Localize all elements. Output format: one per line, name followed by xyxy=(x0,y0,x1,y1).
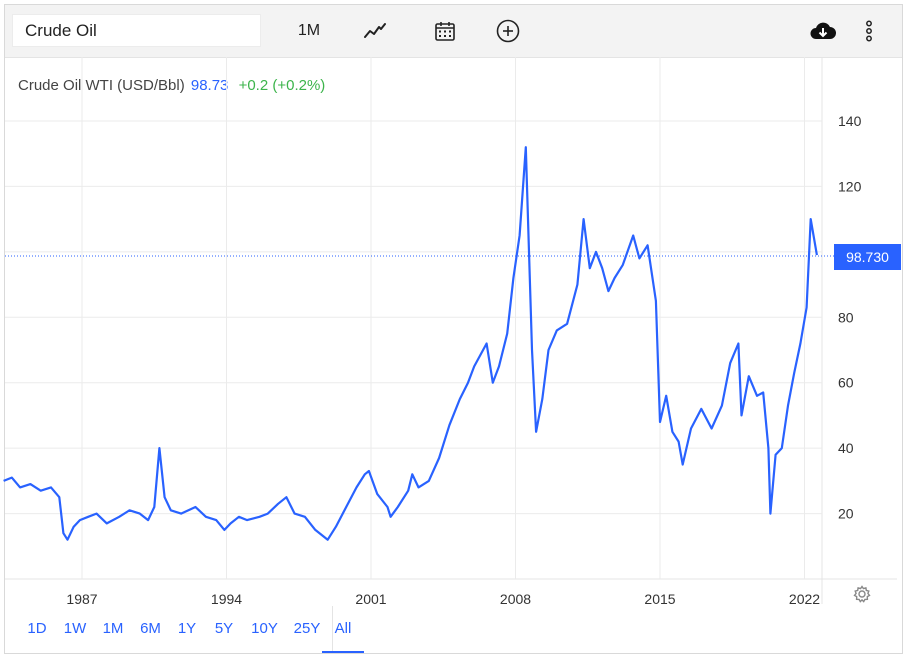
cloud-download-icon[interactable] xyxy=(807,15,839,47)
x-tick-label: 2001 xyxy=(355,591,386,607)
chart-header: Crude Oil WTI (USD/Bbl) 98.73 +0.2 (+0.2… xyxy=(18,77,325,94)
x-tick-label: 2008 xyxy=(500,591,531,607)
chart-widget: 1M xyxy=(4,4,903,654)
y-tick-label: 120 xyxy=(838,178,862,194)
instrument-name: Crude Oil WTI (USD/Bbl) xyxy=(18,77,185,94)
range-selector: 1D 1W 1M 6M 1Y 5Y 10Y 25Y All xyxy=(18,612,364,653)
last-price: 98.73 xyxy=(190,77,229,94)
range-button-1y[interactable]: 1Y xyxy=(177,620,197,637)
range-button-6m[interactable]: 6M xyxy=(140,620,161,637)
range-divider xyxy=(332,606,333,652)
price-series-line xyxy=(3,146,818,541)
range-button-1d[interactable]: 1D xyxy=(27,620,47,637)
y-tick-label: 80 xyxy=(838,309,854,325)
line-chart-icon[interactable] xyxy=(359,15,391,47)
x-tick-label: 2022 xyxy=(789,591,820,607)
y-tick-label: 60 xyxy=(838,375,854,391)
range-button-1m[interactable]: 1M xyxy=(102,620,124,637)
x-tick-label: 2015 xyxy=(644,591,675,607)
more-vertical-icon[interactable] xyxy=(857,15,881,47)
symbol-input[interactable] xyxy=(13,15,243,46)
gear-icon[interactable] xyxy=(852,584,872,604)
timeframe-button[interactable]: 1M xyxy=(297,22,321,39)
symbol-search[interactable] xyxy=(12,14,261,47)
y-tick-label: 40 xyxy=(838,440,854,456)
price-change: +0.2 (+0.2%) xyxy=(238,77,326,94)
last-price-tag: 98.730 xyxy=(834,244,901,270)
x-tick-label: 1987 xyxy=(66,591,97,607)
add-circle-icon[interactable] xyxy=(492,15,524,47)
calendar-icon[interactable] xyxy=(429,15,461,47)
y-tick-label: 20 xyxy=(838,506,854,522)
range-button-1w[interactable]: 1W xyxy=(63,620,87,637)
range-button-all[interactable]: All xyxy=(322,612,364,653)
y-tick-label: 140 xyxy=(838,113,862,129)
range-button-5y[interactable]: 5Y xyxy=(214,620,234,637)
toolbar: 1M xyxy=(5,5,902,58)
x-tick-label: 1994 xyxy=(211,591,242,607)
range-button-25y[interactable]: 25Y xyxy=(293,620,321,637)
range-button-10y[interactable]: 10Y xyxy=(251,620,278,637)
